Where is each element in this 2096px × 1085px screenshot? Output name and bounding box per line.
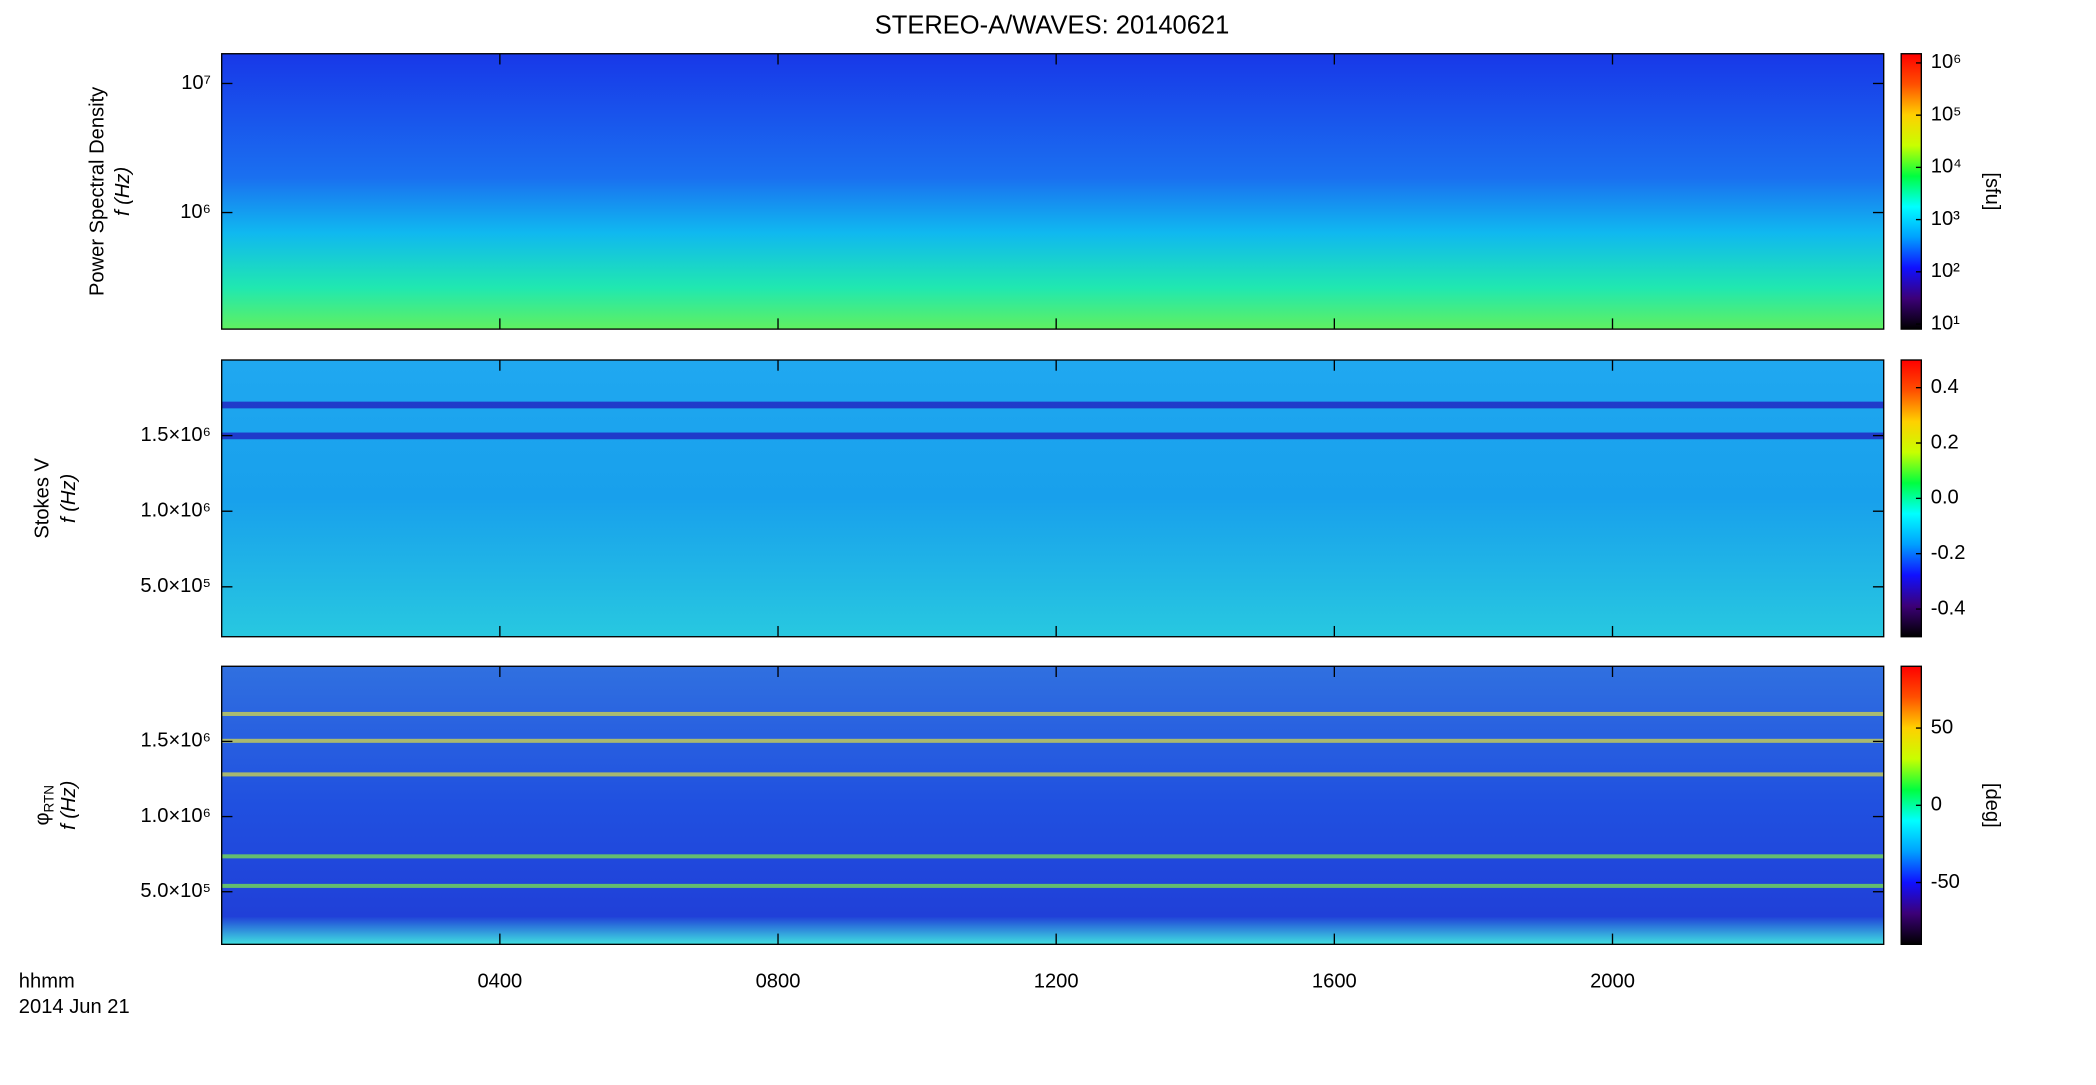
x-tick-label: 1200 bbox=[1034, 970, 1079, 992]
band bbox=[221, 738, 1884, 743]
colorbar-tick-label: -0.2 bbox=[1931, 542, 1966, 564]
colorbar-tick-label: 0.4 bbox=[1931, 376, 1959, 398]
y-axis-label: f (Hz) bbox=[58, 781, 80, 830]
colorbar-tick-label: 50 bbox=[1931, 716, 1953, 738]
colorbar-tick-label: -50 bbox=[1931, 871, 1960, 893]
plot-frame bbox=[221, 53, 1885, 330]
x-tick-label: 0800 bbox=[756, 970, 801, 992]
band bbox=[221, 711, 1884, 716]
band bbox=[221, 854, 1884, 859]
y-axis-label-subscript: RTN bbox=[41, 785, 56, 812]
colorbar-tick-label: 10² bbox=[1931, 260, 1960, 282]
y-axis-label: Stokes V bbox=[31, 457, 53, 538]
spectrogram-stokes bbox=[221, 360, 1884, 637]
spectrogram-psd bbox=[221, 53, 1884, 330]
colorbar-tick-label: 10¹ bbox=[1931, 312, 1960, 334]
y-tick-label: 1.5×10⁶ bbox=[140, 730, 210, 752]
colorbar-tick-label: 0.0 bbox=[1931, 487, 1959, 509]
colorbar bbox=[1900, 53, 1923, 330]
colorbar-tick-label: 10⁵ bbox=[1931, 103, 1962, 125]
colorbar-tick-label: 10³ bbox=[1931, 208, 1960, 230]
chart-title: STEREO-A/WAVES: 20140621 bbox=[875, 12, 1230, 40]
colorbar-tick-label: 0.2 bbox=[1931, 431, 1959, 453]
band bbox=[221, 432, 1884, 440]
band bbox=[221, 883, 1884, 888]
colorbar-label: [sfu] bbox=[1981, 172, 2003, 210]
x-axis-label: hhmm bbox=[19, 970, 75, 992]
y-axis-label: f (Hz) bbox=[58, 474, 80, 523]
spectrogram-phi bbox=[221, 666, 1884, 945]
y-tick-label: 10⁷ bbox=[181, 72, 211, 94]
y-tick-label: 5.0×10⁵ bbox=[140, 880, 211, 902]
colorbar-tick-label: 10⁶ bbox=[1931, 51, 1962, 73]
y-tick-label: 1.5×10⁶ bbox=[140, 424, 210, 446]
band bbox=[221, 401, 1884, 409]
colorbar-tick-label: 0 bbox=[1931, 794, 1942, 816]
colorbar-tick-label: -0.4 bbox=[1931, 597, 1966, 619]
x-tick-label: 1600 bbox=[1312, 970, 1357, 992]
x-tick-label: 0400 bbox=[477, 970, 522, 992]
colorbar-label: [deg] bbox=[1981, 783, 2003, 828]
date-label: 2014 Jun 21 bbox=[19, 996, 130, 1018]
band bbox=[221, 772, 1884, 777]
x-tick-label: 2000 bbox=[1590, 970, 1635, 992]
plot-frame bbox=[221, 359, 1885, 638]
plot-frame bbox=[221, 665, 1885, 946]
y-axis-label: φRTN bbox=[31, 785, 56, 825]
y-tick-label: 10⁶ bbox=[180, 201, 211, 223]
y-tick-label: 1.0×10⁶ bbox=[140, 500, 210, 522]
y-axis-label: f (Hz) bbox=[112, 167, 134, 216]
y-axis-label: Power Spectral Density bbox=[86, 86, 108, 296]
y-tick-label: 5.0×10⁵ bbox=[140, 575, 211, 597]
y-tick-label: 1.0×10⁶ bbox=[140, 805, 210, 827]
colorbar-tick-label: 10⁴ bbox=[1931, 156, 1962, 178]
